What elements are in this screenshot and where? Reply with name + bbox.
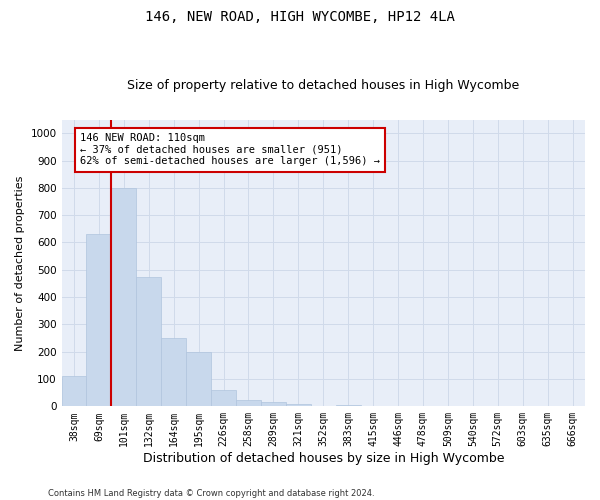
Title: Size of property relative to detached houses in High Wycombe: Size of property relative to detached ho… <box>127 79 520 92</box>
Bar <box>112 188 136 406</box>
Bar <box>86 234 112 406</box>
Bar <box>186 352 211 406</box>
Bar <box>286 404 311 406</box>
Bar <box>136 276 161 406</box>
Text: Contains HM Land Registry data © Crown copyright and database right 2024.: Contains HM Land Registry data © Crown c… <box>48 488 374 498</box>
Text: 146, NEW ROAD, HIGH WYCOMBE, HP12 4LA: 146, NEW ROAD, HIGH WYCOMBE, HP12 4LA <box>145 10 455 24</box>
X-axis label: Distribution of detached houses by size in High Wycombe: Distribution of detached houses by size … <box>143 452 504 465</box>
Bar <box>161 338 186 406</box>
Bar <box>261 402 286 406</box>
Y-axis label: Number of detached properties: Number of detached properties <box>15 176 25 350</box>
Bar <box>236 400 261 406</box>
Bar <box>211 390 236 406</box>
Text: 146 NEW ROAD: 110sqm
← 37% of detached houses are smaller (951)
62% of semi-deta: 146 NEW ROAD: 110sqm ← 37% of detached h… <box>80 133 380 166</box>
Bar <box>62 376 86 406</box>
Bar <box>336 405 361 406</box>
